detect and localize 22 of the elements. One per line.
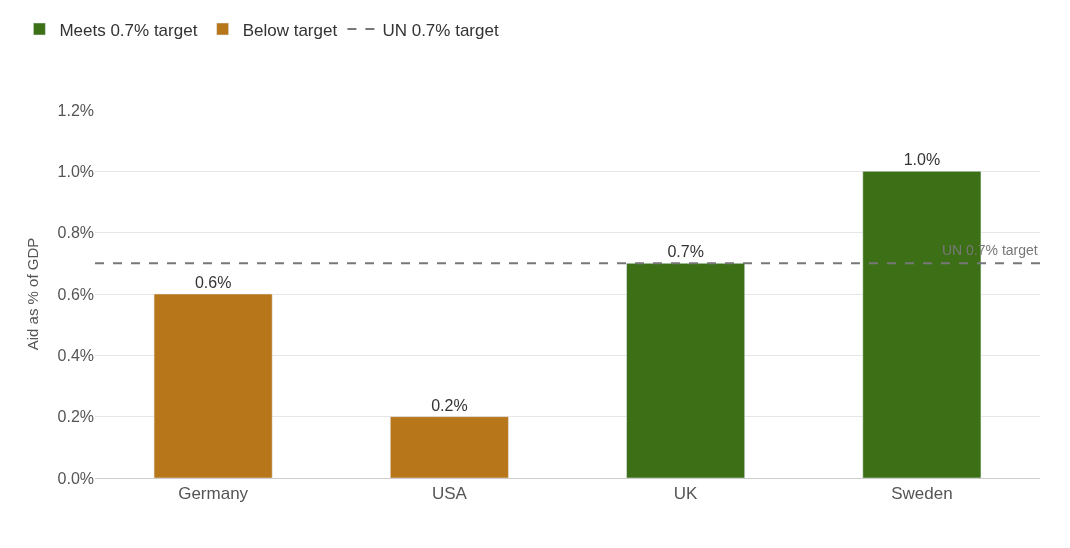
legend-label: Meets 0.7% target	[59, 20, 198, 40]
y-tick-label: 0.2%	[57, 408, 94, 426]
y-axis-title: Aid as % of GDP	[23, 237, 41, 351]
y-tick-label: 1.0%	[57, 162, 94, 180]
y-tick-label: 0.6%	[57, 285, 94, 303]
x-tick-label: USA	[431, 484, 468, 504]
data-label: 0.6%	[194, 274, 232, 291]
data-label: 0.7%	[667, 243, 704, 261]
y-tick-label: 0.4%	[57, 346, 94, 364]
data-label: 1.0%	[903, 151, 941, 169]
legend-label: UN 0.7% target	[382, 20, 499, 40]
y-tick-label: 0.0%	[57, 469, 94, 487]
x-tick-label: Germany	[178, 484, 249, 504]
y-tick-label: 0.8%	[57, 224, 94, 242]
bar	[626, 263, 745, 478]
bar	[153, 293, 273, 478]
legend-label: Below target	[242, 20, 338, 40]
bar	[390, 416, 509, 478]
x-tick-label: UK	[673, 484, 699, 504]
y-tick-label: 1.2%	[57, 101, 94, 119]
data-label: 0.2%	[431, 396, 468, 414]
x-tick-label: Sweden	[891, 484, 953, 504]
